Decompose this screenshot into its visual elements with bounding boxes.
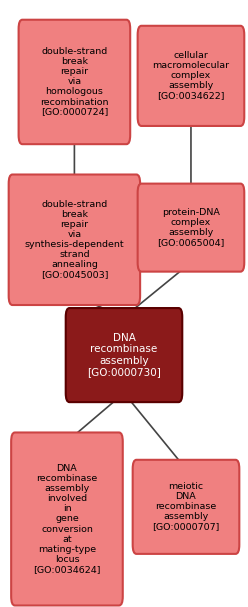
- FancyBboxPatch shape: [19, 20, 130, 144]
- Text: double-strand
break
repair
via
synthesis-dependent
strand
annealing
[GO:0045003]: double-strand break repair via synthesis…: [25, 200, 124, 279]
- Text: DNA
recombinase
assembly
[GO:0000730]: DNA recombinase assembly [GO:0000730]: [87, 333, 161, 377]
- FancyBboxPatch shape: [138, 25, 244, 126]
- Text: meiotic
DNA
recombinase
assembly
[GO:0000707]: meiotic DNA recombinase assembly [GO:000…: [152, 482, 220, 532]
- FancyBboxPatch shape: [66, 308, 182, 402]
- FancyBboxPatch shape: [9, 175, 140, 305]
- Text: cellular
macromolecular
complex
assembly
[GO:0034622]: cellular macromolecular complex assembly…: [153, 51, 229, 101]
- Text: DNA
recombinase
assembly
involved
in
gene
conversion
at
mating-type
locus
[GO:00: DNA recombinase assembly involved in gen…: [33, 464, 101, 574]
- FancyBboxPatch shape: [133, 460, 239, 554]
- FancyBboxPatch shape: [138, 183, 244, 272]
- FancyBboxPatch shape: [11, 432, 123, 606]
- Text: protein-DNA
complex
assembly
[GO:0065004]: protein-DNA complex assembly [GO:0065004…: [157, 208, 225, 247]
- Text: double-strand
break
repair
via
homologous
recombination
[GO:0000724]: double-strand break repair via homologou…: [40, 47, 109, 117]
